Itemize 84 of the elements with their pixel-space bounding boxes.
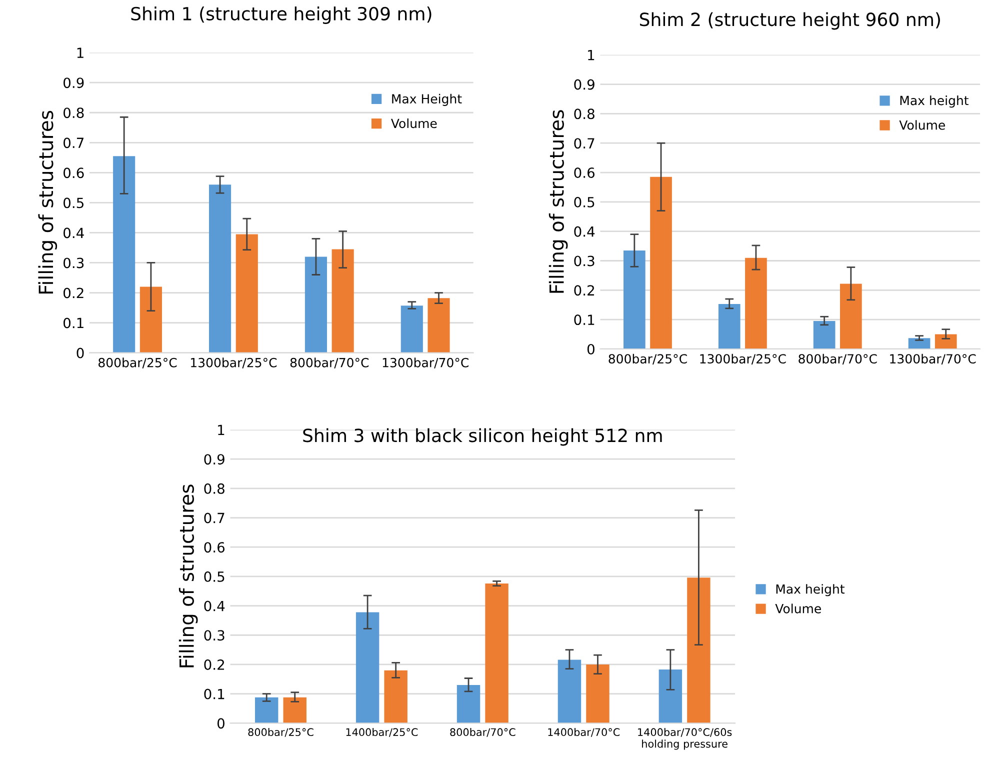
y-tick-label: 0.9	[204, 454, 224, 465]
y-tick-label: 0.2	[64, 288, 84, 298]
chart-title: Shim 2 (structure height 960 nm)	[640, 12, 940, 30]
bar	[586, 664, 610, 724]
y-tick-label: 1	[77, 48, 84, 58]
y-tick-label: 0.1	[64, 318, 84, 328]
bar	[908, 338, 930, 349]
y-tick-label: 0	[217, 718, 224, 729]
y-axis-title: Filling of structures	[548, 110, 568, 293]
bar	[208, 184, 232, 353]
y-tick-label: 0.6	[574, 167, 595, 178]
x-tick-label: 1400bar/25°C	[346, 728, 418, 737]
legend-label: Max height	[776, 584, 845, 596]
y-tick-label: 0.3	[574, 256, 594, 266]
bar	[113, 156, 136, 353]
y-tick-label: 0.5	[204, 571, 224, 582]
bar	[485, 583, 508, 724]
y-tick-label: 0.9	[64, 78, 84, 88]
bar	[624, 250, 646, 349]
y-tick-label: 0.4	[204, 600, 225, 612]
x-tick-label: 800bar/25°C	[248, 728, 314, 737]
legend-label: Max Height	[392, 94, 462, 106]
bar	[332, 249, 354, 353]
y-tick-label: 0.2	[204, 659, 224, 670]
bar	[236, 234, 258, 353]
y-tick-label: 1	[588, 50, 594, 60]
y-tick-label: 0.5	[574, 196, 594, 208]
bar	[428, 298, 450, 353]
bar	[650, 176, 672, 349]
x-tick-label: 1300bar/25°C	[191, 358, 277, 368]
y-tick-label: 0.8	[204, 483, 224, 494]
y-tick-label: 0.3	[204, 630, 224, 641]
y-tick-label: 0.1	[574, 314, 594, 326]
bar	[456, 685, 480, 724]
y-tick-label: 0.8	[64, 108, 84, 118]
bar	[687, 578, 710, 724]
y-tick-label: 0.7	[204, 512, 224, 524]
y-tick-label: 0.4	[574, 226, 595, 237]
chart-title: Shim 1 (structure height 309 nm)	[131, 6, 432, 24]
legend-label: Volume	[775, 604, 821, 614]
bar	[356, 612, 380, 724]
y-tick-label: 0.2	[574, 285, 594, 296]
bar	[813, 321, 836, 349]
x-tick-label: 1400bar/70°C/60s holding pressure	[638, 728, 732, 750]
y-axis-title: Filling of structures	[38, 110, 58, 294]
y-tick-label: 0.8	[574, 108, 594, 120]
bar	[718, 304, 740, 349]
y-tick-label: 0.5	[64, 198, 84, 208]
bar	[840, 284, 862, 349]
y-tick-label: 0	[76, 348, 84, 358]
bar	[934, 334, 957, 349]
y-tick-label: 0	[587, 344, 594, 354]
y-tick-label: 0.6	[64, 168, 84, 178]
x-tick-label: 800bar/70°C	[290, 358, 369, 368]
x-tick-label: 800bar/70°C	[450, 728, 516, 737]
y-tick-label: 0.7	[64, 138, 84, 148]
y-tick-label: 0.6	[204, 542, 225, 553]
bar	[384, 670, 408, 724]
x-tick-label: 800bar/25°C	[98, 358, 177, 368]
y-tick-label: 0.7	[574, 138, 594, 149]
legend-label: Volume	[391, 118, 437, 128]
bar	[558, 660, 582, 724]
bar	[140, 286, 162, 353]
bar	[658, 669, 682, 724]
y-axis-title: Filling of structures	[178, 484, 198, 668]
chart-title: Shim 3 with black silicon height 512 nm	[303, 428, 662, 446]
x-tick-label: 1300bar/70°C	[382, 358, 468, 368]
bar	[400, 306, 423, 353]
y-tick-label: 0.3	[64, 258, 84, 268]
y-tick-label: 0.1	[204, 688, 224, 700]
x-tick-label: 800bar/25°C	[608, 354, 687, 365]
bar	[254, 697, 278, 724]
y-tick-label: 0.4	[64, 228, 84, 238]
x-tick-label: 800bar/70°C	[798, 354, 877, 365]
bar	[304, 256, 327, 353]
x-tick-label: 1300bar/70°C	[890, 354, 976, 365]
x-tick-label: 1400bar/70°C	[548, 728, 620, 737]
y-tick-label: 1	[218, 424, 224, 436]
bar	[745, 258, 767, 349]
legend-label: Max height	[900, 96, 969, 108]
y-tick-label: 0.9	[574, 79, 594, 90]
x-tick-label: 1300bar/25°C	[700, 354, 786, 365]
legend-label: Volume	[899, 120, 945, 130]
bar	[283, 697, 306, 724]
